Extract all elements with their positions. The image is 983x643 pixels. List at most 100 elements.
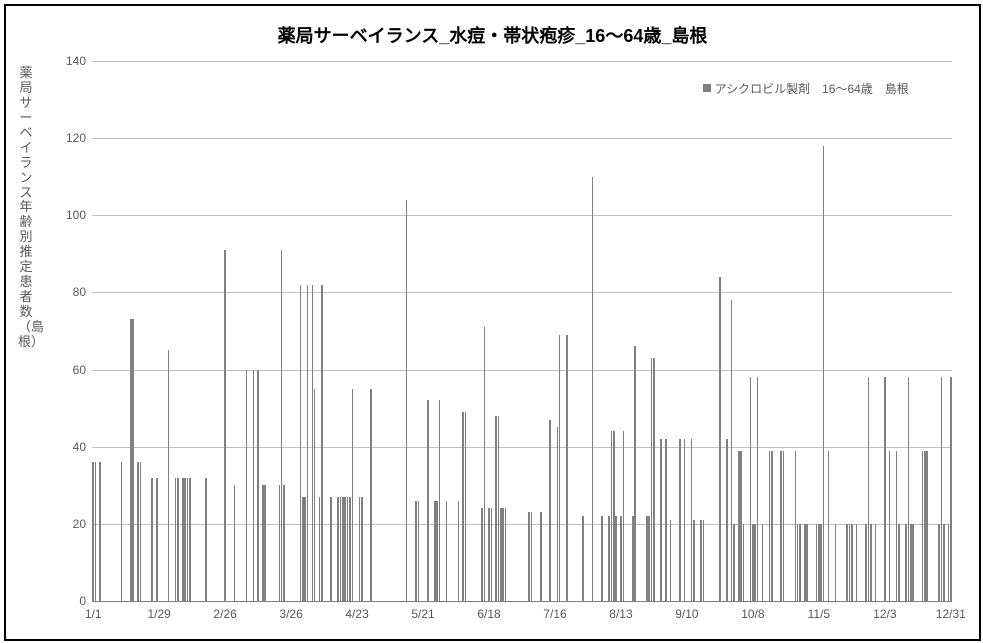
bar (941, 377, 943, 601)
bar (757, 377, 759, 601)
bar (491, 508, 493, 601)
bar (342, 497, 344, 601)
gridline (92, 138, 952, 139)
bar (898, 524, 900, 601)
bar (856, 524, 858, 601)
bar (679, 439, 681, 601)
bar (246, 370, 248, 601)
x-tick-label: 9/10 (675, 607, 698, 621)
bar (557, 427, 559, 601)
bar (948, 524, 950, 601)
bar (224, 250, 226, 601)
bar (912, 524, 914, 601)
bar (304, 497, 306, 601)
bar (684, 439, 686, 601)
bar (846, 524, 848, 601)
bar (462, 412, 464, 601)
bar (665, 439, 667, 601)
bar (281, 250, 283, 601)
x-tick-label: 4/23 (345, 607, 368, 621)
bar (505, 508, 507, 601)
bar (257, 370, 259, 601)
x-tick-label: 8/13 (609, 607, 632, 621)
bar (253, 370, 255, 601)
bar (693, 520, 695, 601)
bar (370, 389, 372, 601)
bar (632, 516, 634, 601)
bar (731, 300, 733, 601)
bar (691, 439, 693, 601)
bar (330, 497, 332, 601)
legend-label: アシクロビル製剤 16～64歳 島根 (715, 80, 909, 97)
bar (302, 497, 304, 601)
bar (752, 524, 754, 601)
bar (646, 516, 648, 601)
bar (359, 497, 361, 601)
x-tick-label: 7/16 (543, 607, 566, 621)
bar (835, 524, 837, 601)
bar (314, 389, 316, 601)
bar (613, 431, 615, 601)
y-tick-label: 40 (73, 440, 86, 454)
bar (344, 497, 346, 601)
legend: アシクロビル製剤 16～64歳 島根 (703, 80, 909, 97)
bar (943, 524, 945, 601)
bar (910, 524, 912, 601)
bar (498, 416, 500, 601)
bar (234, 485, 236, 601)
bar (703, 520, 705, 601)
bar (582, 516, 584, 601)
bar (740, 451, 742, 601)
bar (279, 485, 281, 601)
y-tick-label: 80 (73, 285, 86, 299)
x-tick-label: 6/18 (477, 607, 500, 621)
bar (140, 462, 142, 601)
bar (130, 319, 132, 601)
bar (799, 524, 801, 601)
bar (566, 335, 568, 601)
bar (653, 358, 655, 601)
bar (771, 451, 773, 601)
bar (769, 451, 771, 601)
bar (436, 501, 438, 601)
bar (611, 431, 613, 601)
bar (340, 497, 342, 601)
bar (608, 516, 610, 601)
bar (484, 327, 486, 601)
bar (151, 478, 153, 601)
bar (495, 416, 497, 601)
bar (870, 524, 872, 601)
bar (875, 524, 877, 601)
bar (458, 501, 460, 601)
bar (938, 524, 940, 601)
bar (488, 508, 490, 601)
bar (99, 462, 101, 601)
y-tick-label: 140 (66, 54, 86, 68)
bar (924, 451, 926, 601)
bar (528, 512, 530, 601)
bar (156, 478, 158, 601)
bar (205, 478, 207, 601)
bar (177, 478, 179, 601)
x-tick-label: 1/1 (85, 607, 102, 621)
gridline (92, 61, 952, 62)
x-tick-label: 12/31 (936, 607, 966, 621)
y-tick-label: 20 (73, 517, 86, 531)
chart-title: 薬局サーベイランス_水痘・帯状疱疹_16～64歳_島根 (6, 22, 979, 48)
bar (418, 501, 420, 601)
bar (184, 478, 186, 601)
y-tick-label: 60 (73, 363, 86, 377)
bar (733, 524, 735, 601)
plot-area: アシクロビル製剤 16～64歳 島根 0204060801001201401/1… (92, 61, 952, 601)
x-tick-label: 10/8 (741, 607, 764, 621)
x-tick-label: 12/3 (873, 607, 896, 621)
bar (651, 358, 653, 601)
bar (634, 346, 636, 601)
bar (905, 524, 907, 601)
bar (950, 377, 952, 601)
bar (500, 508, 502, 601)
bar (262, 485, 264, 601)
bar (312, 285, 314, 601)
y-tick-label: 100 (66, 208, 86, 222)
bar (465, 412, 467, 601)
